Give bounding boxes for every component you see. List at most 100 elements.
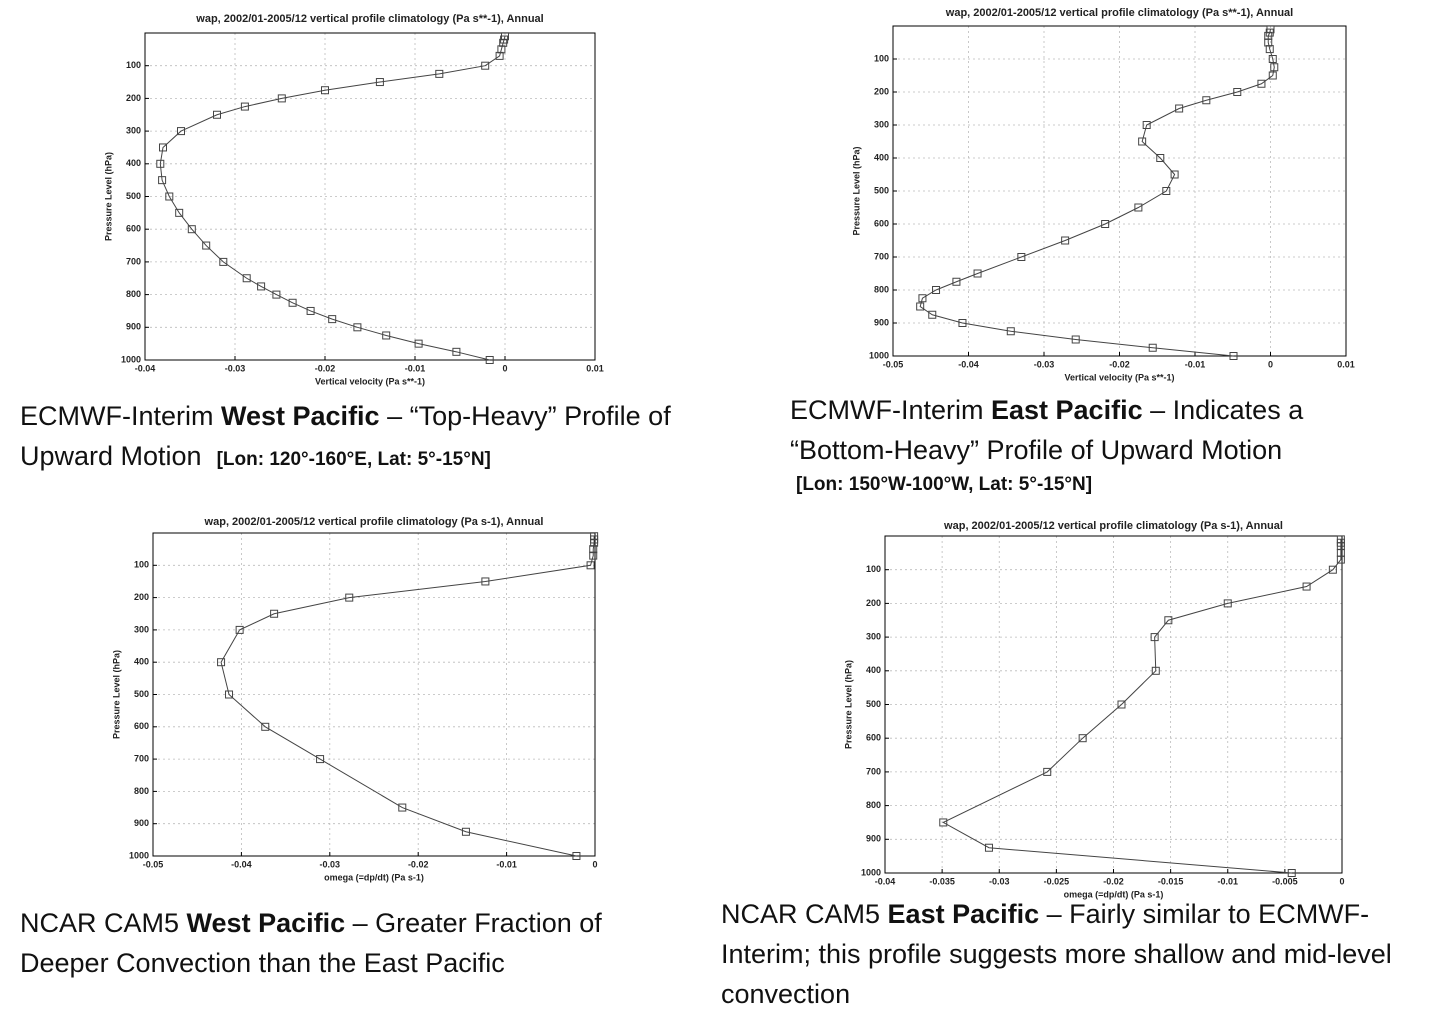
marker — [1328, 565, 1337, 574]
marker — [572, 852, 581, 860]
y-tick-label: 900 — [134, 818, 149, 828]
marker — [1270, 63, 1279, 72]
marker — [1223, 599, 1232, 608]
x-tick-label: -0.005 — [1272, 876, 1298, 886]
marker — [984, 843, 993, 852]
marker — [225, 690, 234, 699]
y-tick-label: 800 — [866, 800, 881, 810]
marker — [1071, 335, 1080, 344]
y-tick-label: 900 — [866, 834, 881, 844]
y-tick-label: 100 — [866, 564, 881, 574]
marker — [156, 159, 165, 168]
y-tick-label: 600 — [866, 733, 881, 743]
marker — [158, 176, 167, 185]
marker — [165, 192, 174, 201]
marker — [306, 306, 315, 315]
y-tick-label: 300 — [874, 119, 889, 129]
x-axis-label: Vertical velocity (Pa s**-1) — [1064, 372, 1174, 382]
marker — [435, 69, 444, 78]
y-axis-label: Pressure Level (hPa) — [843, 660, 853, 749]
caption-text: – “Top-Heavy” Profile of Upward Motion — [20, 401, 671, 471]
caption-text: – Fairly similar to ECMWF-Interim; this … — [721, 899, 1392, 1009]
marker — [328, 315, 337, 324]
marker — [932, 286, 941, 294]
y-tick-label: 400 — [126, 158, 141, 168]
marker — [1266, 25, 1275, 34]
marker — [1302, 582, 1311, 591]
marker — [1138, 137, 1147, 146]
caption-lead: NCAR CAM5 — [20, 908, 180, 938]
y-tick-label: 100 — [134, 560, 149, 570]
marker — [1336, 535, 1345, 544]
x-tick-label: -0.01 — [496, 859, 517, 869]
y-tick-label: 200 — [126, 93, 141, 103]
x-tick-label: -0.01 — [1217, 876, 1238, 886]
marker — [219, 257, 228, 266]
marker — [589, 551, 598, 560]
caption: NCAR CAM5 East Pacific – Fairly similar … — [721, 894, 1436, 1014]
marker — [590, 532, 599, 541]
marker — [461, 827, 470, 836]
caption-region: East Pacific — [887, 899, 1040, 929]
marker — [952, 277, 961, 286]
y-tick-label: 1000 — [869, 350, 889, 360]
marker — [257, 282, 266, 291]
marker — [501, 32, 509, 41]
x-tick-label: -0.03 — [320, 859, 341, 869]
marker — [1164, 616, 1173, 625]
y-tick-label: 700 — [866, 766, 881, 776]
y-tick-label: 300 — [134, 624, 149, 634]
y-tick-label: 800 — [134, 786, 149, 796]
plot-frame — [884, 535, 1343, 874]
caption-region: East Pacific — [991, 395, 1143, 425]
marker — [918, 294, 927, 303]
marker — [452, 347, 461, 356]
y-tick-label: 500 — [134, 689, 149, 699]
marker — [316, 755, 325, 764]
y-axis-label: Pressure Level (hPa) — [851, 146, 861, 235]
x-tick-label: -0.03 — [225, 363, 246, 373]
chart-title: wap, 2002/01-2005/12 vertical profile cl… — [945, 7, 1293, 19]
marker — [586, 561, 595, 570]
marker — [928, 310, 937, 319]
x-tick-label: -0.01 — [1185, 359, 1206, 369]
marker — [1151, 666, 1160, 675]
chart-title: wap, 2002/01-2005/12 vertical profile cl… — [204, 516, 544, 528]
marker — [375, 78, 384, 87]
caption: ECMWF-Interim West Pacific – “Top-Heavy”… — [20, 396, 720, 480]
plot-frame — [152, 532, 596, 857]
marker — [1175, 104, 1184, 113]
plot-frame — [892, 25, 1347, 357]
x-tick-label: -0.05 — [143, 859, 164, 869]
x-tick-label: 0 — [1268, 359, 1273, 369]
caption-lead: ECMWF-Interim — [20, 401, 214, 431]
y-tick-label: 700 — [134, 753, 149, 763]
marker — [382, 331, 391, 340]
x-axis-label: omega (=dp/dt) (Pa s-1) — [324, 872, 424, 882]
marker — [398, 803, 407, 812]
y-tick-label: 400 — [874, 152, 889, 162]
x-tick-label: -0.02 — [408, 859, 429, 869]
marker — [1148, 343, 1157, 352]
marker — [1117, 700, 1126, 709]
x-axis-label: omega (=dp/dt) (Pa s-1) — [1064, 889, 1164, 899]
y-tick-label: 100 — [126, 60, 141, 70]
x-tick-label: -0.04 — [231, 859, 252, 869]
marker — [353, 323, 362, 332]
x-tick-label: 0.01 — [586, 363, 604, 373]
profile-line — [220, 536, 595, 857]
marker — [481, 577, 490, 586]
marker — [272, 290, 281, 299]
y-tick-label: 300 — [866, 631, 881, 641]
x-tick-label: 0 — [592, 859, 597, 869]
y-tick-label: 900 — [874, 317, 889, 327]
x-tick-label: -0.025 — [1044, 876, 1070, 886]
y-axis-label: Pressure Level (hPa) — [111, 650, 121, 739]
caption: NCAR CAM5 West Pacific – Greater Fractio… — [20, 903, 630, 983]
x-tick-label: -0.02 — [1109, 359, 1130, 369]
marker — [175, 208, 184, 217]
caption-text: – Indicates a “Bottom-Heavy” Profile of … — [790, 395, 1304, 465]
marker — [958, 319, 967, 327]
marker — [345, 593, 354, 602]
marker — [1006, 327, 1015, 336]
